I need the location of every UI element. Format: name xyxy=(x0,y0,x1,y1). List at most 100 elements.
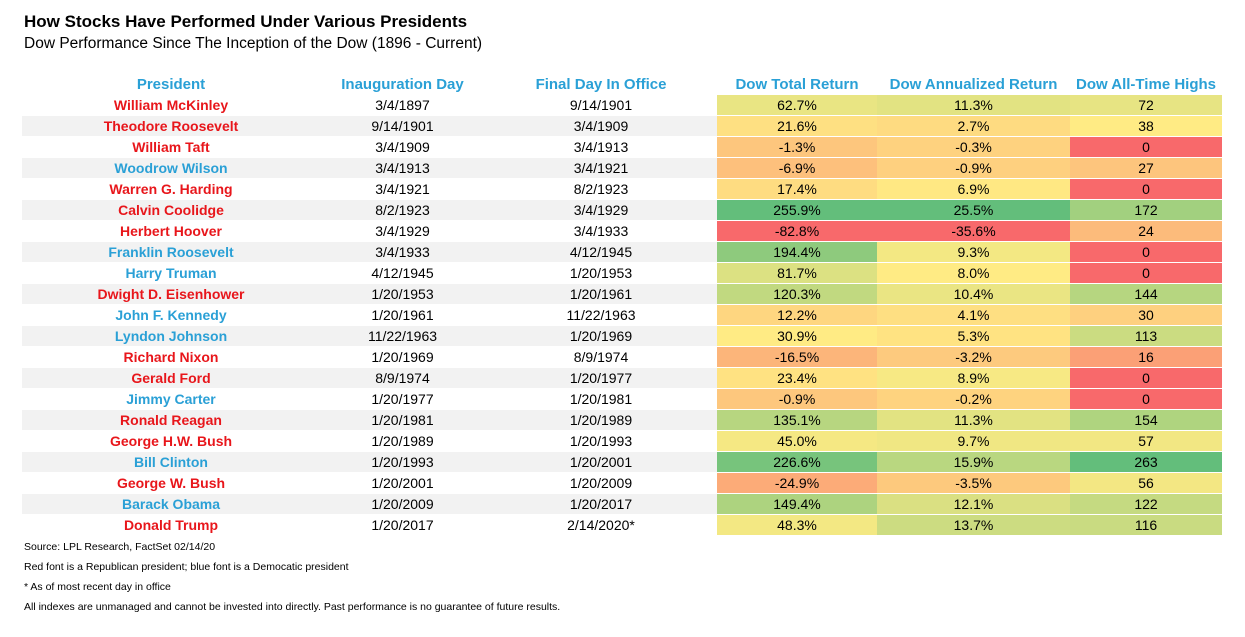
annualized-return-cell: -0.3% xyxy=(877,136,1070,158)
inauguration-cell: 8/9/1974 xyxy=(320,367,485,389)
president-cell: Donald Trump xyxy=(22,514,320,535)
final-day-cell: 4/12/1945 xyxy=(485,241,717,263)
table-row: Theodore Roosevelt 9/14/1901 3/4/1909 21.6%… xyxy=(22,115,1222,137)
annualized-return-cell: 6.9% xyxy=(877,178,1070,200)
total-return-cell: -82.8% xyxy=(717,220,877,242)
table-row: George H.W. Bush 1/20/1989 1/20/1993 45.0% 9… xyxy=(22,430,1222,452)
president-cell: William McKinley xyxy=(22,94,320,116)
all-time-highs-cell: 38 xyxy=(1070,115,1222,137)
table-row: Dwight D. Eisenhower 1/20/1953 1/20/1961 12… xyxy=(22,283,1222,305)
final-day-cell: 1/20/1969 xyxy=(485,325,717,347)
inauguration-cell: 3/4/1929 xyxy=(320,220,485,242)
table-row: Richard Nixon 1/20/1969 8/9/1974 -16.5% -3.2… xyxy=(22,346,1222,368)
all-time-highs-cell: 0 xyxy=(1070,136,1222,158)
president-cell: Ronald Reagan xyxy=(22,409,320,431)
total-return-cell: 149.4% xyxy=(717,493,877,515)
annualized-return-cell: -3.5% xyxy=(877,472,1070,494)
table-row: Barack Obama 1/20/2009 1/20/2017 149.4% 12.1… xyxy=(22,493,1222,515)
total-return-cell: 12.2% xyxy=(717,304,877,326)
final-day-cell: 3/4/1913 xyxy=(485,136,717,158)
annualized-return-cell: 8.0% xyxy=(877,262,1070,284)
annualized-return-cell: -0.9% xyxy=(877,157,1070,179)
total-return-cell: 81.7% xyxy=(717,262,877,284)
total-return-cell: -24.9% xyxy=(717,472,877,494)
inauguration-cell: 1/20/1993 xyxy=(320,451,485,473)
total-return-cell: 17.4% xyxy=(717,178,877,200)
annualized-return-cell: 4.1% xyxy=(877,304,1070,326)
table-row: Donald Trump 1/20/2017 2/14/2020* 48.3% 13.7… xyxy=(22,514,1222,535)
annualized-return-cell: 8.9% xyxy=(877,367,1070,389)
inauguration-cell: 3/4/1909 xyxy=(320,136,485,158)
inauguration-cell: 1/20/1989 xyxy=(320,430,485,452)
inauguration-cell: 1/20/1969 xyxy=(320,346,485,368)
inauguration-cell: 1/20/1981 xyxy=(320,409,485,431)
all-time-highs-cell: 27 xyxy=(1070,157,1222,179)
table-row: Gerald Ford 8/9/1974 1/20/1977 23.4% 8.9% 0 xyxy=(22,367,1222,389)
column-header-all-time-highs: Dow All-Time Highs xyxy=(1075,75,1216,93)
table-body: William McKinley 3/4/1897 9/14/1901 62.7% 11… xyxy=(22,94,1222,535)
annualized-return-cell: 5.3% xyxy=(877,325,1070,347)
annualized-return-cell: 11.3% xyxy=(877,94,1070,116)
total-return-cell: 21.6% xyxy=(717,115,877,137)
footnote: Source: LPL Research, FactSet 02/14/20 xyxy=(24,541,216,553)
president-cell: Lyndon Johnson xyxy=(22,325,320,347)
total-return-cell: -1.3% xyxy=(717,136,877,158)
total-return-cell: -6.9% xyxy=(717,157,877,179)
annualized-return-cell: 9.7% xyxy=(877,430,1070,452)
performance-table: President Inauguration Day Final Day In … xyxy=(22,74,1222,535)
annualized-return-cell: -3.2% xyxy=(877,346,1070,368)
all-time-highs-cell: 56 xyxy=(1070,472,1222,494)
annualized-return-cell: 12.1% xyxy=(877,493,1070,515)
president-cell: Barack Obama xyxy=(22,493,320,515)
all-time-highs-cell: 154 xyxy=(1070,409,1222,431)
inauguration-cell: 3/4/1921 xyxy=(320,178,485,200)
column-header-inauguration: Inauguration Day xyxy=(341,75,464,93)
president-cell: George W. Bush xyxy=(22,472,320,494)
total-return-cell: 30.9% xyxy=(717,325,877,347)
president-cell: Bill Clinton xyxy=(22,451,320,473)
total-return-cell: 255.9% xyxy=(717,199,877,221)
footnote: All indexes are unmanaged and cannot be … xyxy=(24,601,561,613)
table-row: Woodrow Wilson 3/4/1913 3/4/1921 -6.9% -0.9%… xyxy=(22,157,1222,179)
all-time-highs-cell: 0 xyxy=(1070,388,1222,410)
final-day-cell: 3/4/1933 xyxy=(485,220,717,242)
president-cell: Warren G. Harding xyxy=(22,178,320,200)
all-time-highs-cell: 16 xyxy=(1070,346,1222,368)
all-time-highs-cell: 30 xyxy=(1070,304,1222,326)
table-row: William Taft 3/4/1909 3/4/1913 -1.3% -0.3% 0 xyxy=(22,136,1222,158)
president-cell: Calvin Coolidge xyxy=(22,199,320,221)
total-return-cell: -0.9% xyxy=(717,388,877,410)
table-row: Lyndon Johnson 11/22/1963 1/20/1969 30.9% 5.… xyxy=(22,325,1222,347)
table-row: John F. Kennedy 1/20/1961 11/22/1963 12.2% 4… xyxy=(22,304,1222,326)
president-cell: William Taft xyxy=(22,136,320,158)
column-header-final-day: Final Day In Office xyxy=(535,75,667,93)
chart-title: How Stocks Have Performed Under Various … xyxy=(24,12,468,31)
table-row: Herbert Hoover 3/4/1929 3/4/1933 -82.8% -35.… xyxy=(22,220,1222,242)
table-row: Franklin Roosevelt 3/4/1933 4/12/1945 194.4… xyxy=(22,241,1222,263)
table-row: Calvin Coolidge 8/2/1923 3/4/1929 255.9% 25.… xyxy=(22,199,1222,221)
president-cell: Gerald Ford xyxy=(22,367,320,389)
total-return-cell: 226.6% xyxy=(717,451,877,473)
total-return-cell: 45.0% xyxy=(717,430,877,452)
final-day-cell: 1/20/2009 xyxy=(485,472,717,494)
header-row: President Inauguration Day Final Day In … xyxy=(22,74,1222,95)
total-return-cell: 62.7% xyxy=(717,94,877,116)
final-day-cell: 1/20/1953 xyxy=(485,262,717,284)
all-time-highs-cell: 24 xyxy=(1070,220,1222,242)
column-header-annualized-return: Dow Annualized Return xyxy=(889,75,1058,93)
annualized-return-cell: 11.3% xyxy=(877,409,1070,431)
total-return-cell: 194.4% xyxy=(717,241,877,263)
annualized-return-cell: -0.2% xyxy=(877,388,1070,410)
table-row: Ronald Reagan 1/20/1981 1/20/1989 135.1% 11.… xyxy=(22,409,1222,431)
table-row: Harry Truman 4/12/1945 1/20/1953 81.7% 8.0% 0 xyxy=(22,262,1222,284)
column-header-president: President xyxy=(136,75,206,93)
president-cell: John F. Kennedy xyxy=(22,304,320,326)
all-time-highs-cell: 116 xyxy=(1070,514,1222,535)
inauguration-cell: 3/4/1933 xyxy=(320,241,485,263)
final-day-cell: 8/2/1923 xyxy=(485,178,717,200)
final-day-cell: 1/20/2001 xyxy=(485,451,717,473)
inauguration-cell: 1/20/2017 xyxy=(320,514,485,535)
final-day-cell: 3/4/1921 xyxy=(485,157,717,179)
final-day-cell: 8/9/1974 xyxy=(485,346,717,368)
president-cell: Woodrow Wilson xyxy=(22,157,320,179)
